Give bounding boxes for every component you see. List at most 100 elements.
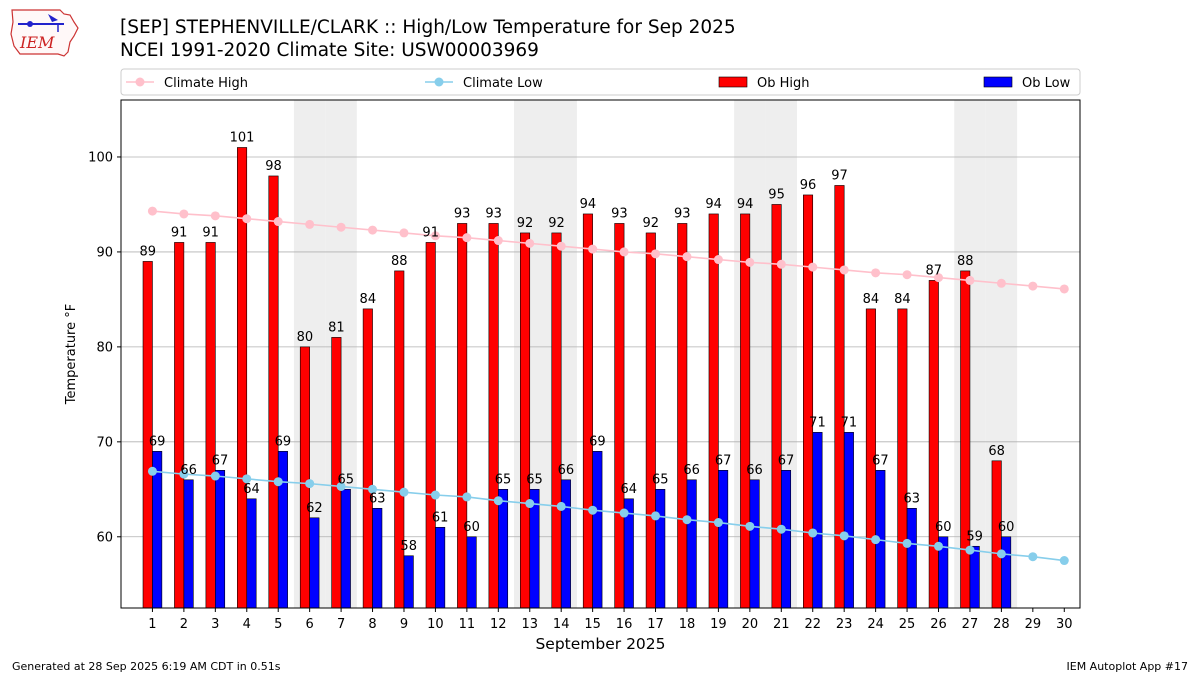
ob-low-bar — [435, 526, 446, 609]
title-line-1: [SEP] STEPHENVILLE/CLARK :: High/Low Tem… — [120, 17, 736, 38]
climate-low-point — [1028, 552, 1038, 562]
ob-low-bar — [592, 451, 603, 609]
x-tick-label: 13 — [521, 617, 538, 632]
climate-high-point — [934, 273, 944, 283]
ob-high-bar — [299, 346, 310, 609]
climate-low-point — [430, 490, 440, 500]
climate-low-point — [996, 549, 1006, 559]
ob-low-label: 67 — [715, 453, 732, 468]
x-tick-label: 22 — [804, 617, 821, 632]
climate-high-point — [1028, 281, 1038, 291]
climate-low-line — [152, 470, 1065, 562]
ob-high-label: 84 — [894, 292, 911, 307]
climate-high-point — [147, 206, 157, 216]
climate-low-point — [839, 531, 849, 541]
climate-low-legend-marker — [434, 77, 444, 87]
climate-high-point — [305, 219, 315, 229]
ob-high-bar — [457, 223, 468, 609]
ob-high-label: 92 — [517, 216, 534, 231]
climate-low-point — [619, 508, 629, 518]
ob-high-bar — [582, 213, 593, 609]
ob-high-label: 93 — [485, 206, 502, 221]
ob-low-bar — [969, 545, 980, 609]
ob-high-bar — [708, 213, 719, 609]
climate-high-point — [1059, 284, 1069, 294]
climate-low-point — [305, 479, 315, 489]
ob-high-label: 91 — [422, 225, 439, 240]
ob-high-label: 101 — [230, 130, 255, 145]
ob-low-label: 65 — [495, 472, 512, 487]
climate-low-point — [965, 545, 975, 555]
x-tick-label: 9 — [400, 617, 408, 632]
climate-high-point — [368, 225, 378, 235]
climate-low-point — [651, 511, 661, 521]
ob-high-label: 80 — [297, 330, 314, 345]
climate-high-line — [152, 210, 1065, 290]
ob-low-label: 64 — [243, 482, 260, 497]
ob-high-bar — [960, 270, 971, 609]
ob-low-bar — [718, 470, 729, 609]
x-tick-label: 28 — [993, 617, 1010, 632]
ob-low-bar — [215, 470, 226, 609]
ob-low-bar — [686, 479, 697, 609]
ob-low-label: 59 — [966, 529, 983, 544]
y-tick-label: 70 — [96, 435, 113, 450]
ob-low-bar — [246, 498, 257, 609]
ob-high-legend-swatch — [718, 76, 748, 88]
climate-low-point — [808, 528, 818, 538]
ob-high-bar — [928, 280, 939, 609]
x-tick-label: 19 — [710, 617, 727, 632]
climate-low-point — [745, 521, 755, 531]
ob-low-label: 71 — [809, 415, 826, 430]
x-tick-label: 4 — [243, 617, 251, 632]
climate-high-point — [996, 278, 1006, 288]
climate-high-point — [430, 231, 440, 241]
ob-low-label: 69 — [149, 434, 166, 449]
x-tick-label: 1 — [148, 617, 156, 632]
ob-low-label: 66 — [558, 463, 575, 478]
ob-high-label: 94 — [580, 197, 597, 212]
y-axis-label: Temperature °F — [64, 304, 79, 405]
climate-high-point — [588, 244, 598, 254]
x-tick-label: 15 — [584, 617, 601, 632]
climate-high-point — [745, 257, 755, 267]
ob-high-bar — [897, 308, 908, 609]
y-tick-label: 60 — [96, 530, 113, 545]
climate-high-point — [682, 252, 692, 262]
ob-high-label: 92 — [643, 216, 660, 231]
x-tick-label: 18 — [679, 617, 696, 632]
y-tick-label: 90 — [96, 245, 113, 260]
x-tick-label: 5 — [274, 617, 282, 632]
climate-low-point — [588, 505, 598, 515]
ob-high-bar — [803, 194, 814, 609]
ob-high-bar — [551, 232, 562, 609]
climate-low-point — [399, 487, 409, 497]
climate-low-point — [682, 515, 692, 525]
climate-high-point — [336, 222, 346, 232]
ob-high-label: 94 — [737, 197, 754, 212]
app-footer: IEM Autoplot App #17 — [1066, 660, 1189, 673]
ob-low-label: 69 — [589, 434, 606, 449]
ob-low-label: 65 — [652, 472, 669, 487]
x-tick-label: 21 — [773, 617, 790, 632]
ob-high-legend-label: Ob High — [757, 76, 810, 91]
ob-low-bar — [340, 489, 351, 609]
climate-high-point — [808, 262, 818, 272]
ob-low-bar — [498, 489, 509, 609]
climate-low-point — [556, 501, 566, 511]
ob-low-label: 66 — [683, 463, 700, 478]
ob-low-label: 65 — [338, 472, 355, 487]
ob-low-legend-swatch — [983, 76, 1013, 88]
ob-high-label: 94 — [705, 197, 722, 212]
ob-low-bar — [277, 451, 288, 609]
x-tick-label: 2 — [180, 617, 188, 632]
ob-high-bar — [425, 242, 436, 609]
x-tick-label: 7 — [337, 617, 345, 632]
ob-high-label: 93 — [611, 206, 628, 221]
ob-high-label: 98 — [265, 159, 282, 174]
ob-high-bar — [362, 308, 373, 609]
title-line-2: NCEI 1991-2020 Climate Site: USW00003969 — [120, 40, 539, 61]
x-tick-label: 26 — [930, 617, 947, 632]
y-tick-label: 80 — [96, 340, 113, 355]
x-tick-label: 14 — [553, 617, 570, 632]
